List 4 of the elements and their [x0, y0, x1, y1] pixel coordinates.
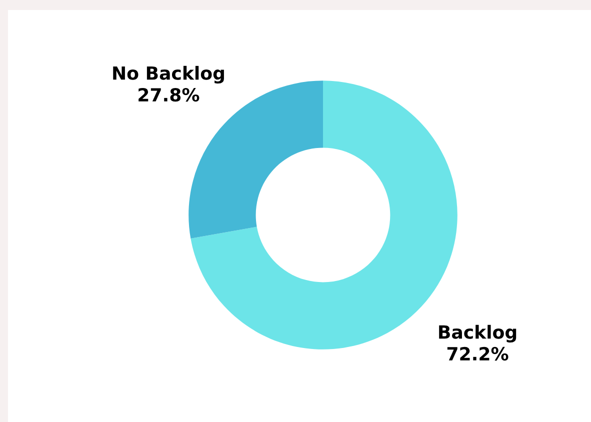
slice-label: No Backlog [113, 66, 224, 84]
slice-label: Backlog [439, 324, 516, 342]
data-label: 27.8% [138, 88, 200, 102]
data-label: 72.2% [447, 346, 508, 361]
